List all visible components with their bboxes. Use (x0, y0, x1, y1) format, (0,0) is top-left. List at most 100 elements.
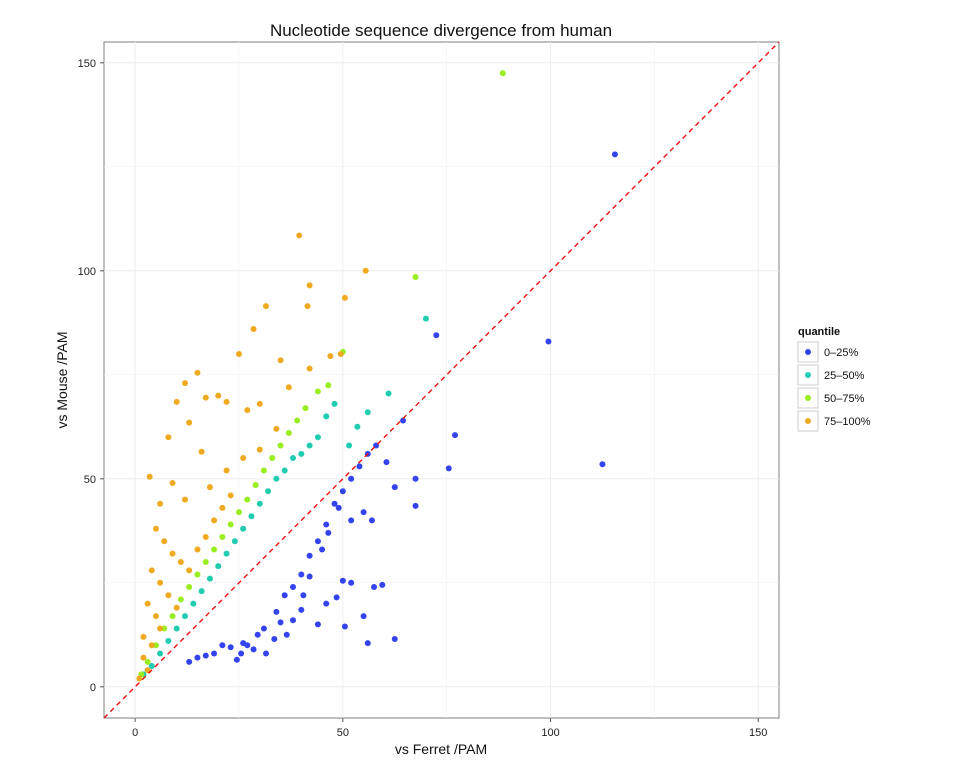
data-point (385, 390, 392, 397)
legend-label: 0–25% (824, 347, 858, 359)
series-2 (138, 70, 506, 678)
data-point (186, 567, 193, 574)
data-point (339, 577, 346, 584)
data-point (182, 380, 188, 387)
data-point (202, 559, 209, 565)
data-point (325, 529, 332, 536)
data-point (545, 338, 552, 345)
legend-title: quantile (798, 326, 840, 338)
x-tick-label: 150 (749, 727, 767, 739)
data-point (364, 409, 371, 416)
data-point (260, 467, 267, 474)
data-point (161, 538, 168, 545)
data-point (294, 417, 301, 424)
data-point (285, 384, 292, 391)
data-point (323, 413, 330, 420)
y-tick-label: 100 (78, 266, 96, 278)
data-point (182, 613, 188, 620)
data-point (306, 282, 313, 289)
legend-swatch (805, 395, 811, 401)
data-point (165, 434, 172, 441)
x-axis-title: vs Ferret /PAM (395, 741, 487, 757)
data-point (173, 625, 180, 632)
data-point (206, 484, 213, 491)
data-point (314, 388, 321, 395)
data-point (273, 475, 280, 482)
data-point (240, 455, 247, 461)
data-point (238, 650, 245, 657)
data-point (256, 400, 263, 407)
data-point (362, 267, 369, 274)
data-point (202, 394, 209, 401)
data-point (256, 500, 263, 507)
data-point (445, 465, 452, 472)
data-point (223, 467, 230, 474)
data-point (152, 613, 159, 620)
data-point (194, 654, 201, 661)
data-point (271, 635, 278, 642)
data-point (248, 513, 255, 520)
legend-swatch (805, 372, 811, 378)
data-point (146, 473, 153, 480)
data-point (240, 525, 247, 532)
data-point (263, 650, 269, 657)
data-point (198, 448, 205, 455)
data-point (240, 640, 247, 647)
data-point (277, 619, 284, 626)
data-point (250, 326, 257, 333)
data-point (290, 583, 296, 590)
data-point (173, 604, 180, 611)
data-point (341, 294, 348, 301)
data-point (194, 369, 201, 376)
data-point (314, 621, 321, 628)
y-tick-label: 0 (90, 682, 96, 694)
data-point (341, 623, 348, 630)
data-point (368, 517, 375, 524)
y-tick-label: 50 (84, 474, 96, 486)
data-point (433, 332, 440, 339)
data-point (422, 315, 429, 322)
data-point (215, 563, 222, 570)
data-point (379, 581, 386, 588)
data-point (327, 353, 334, 360)
data-point (348, 475, 355, 482)
data-point (148, 642, 155, 649)
y-axis: 0 50 100 150 (78, 58, 104, 694)
data-point (144, 600, 151, 607)
data-point (335, 504, 342, 511)
data-point (412, 274, 419, 281)
data-point (223, 550, 230, 557)
data-point (186, 583, 193, 590)
data-point (157, 579, 164, 586)
data-point (265, 488, 272, 495)
data-point (219, 534, 226, 541)
data-point (227, 521, 234, 528)
data-point (211, 650, 218, 657)
data-point (285, 430, 292, 437)
data-point (306, 442, 313, 449)
data-point (298, 606, 305, 613)
data-point (281, 592, 288, 599)
data-point (331, 500, 338, 507)
data-point (215, 392, 222, 399)
data-point (169, 613, 176, 620)
data-point (161, 625, 168, 632)
data-point (152, 525, 159, 532)
data-point (256, 446, 263, 453)
y-axis-title: vs Mouse /PAM (54, 332, 70, 429)
data-point (354, 423, 361, 430)
data-point (194, 546, 201, 553)
data-point (306, 573, 313, 580)
data-point (177, 559, 184, 565)
data-point (360, 509, 367, 516)
data-point (333, 594, 340, 601)
data-point (296, 232, 303, 239)
data-point (314, 434, 321, 441)
data-point (356, 463, 363, 470)
data-point (298, 450, 305, 457)
legend-label: 25–50% (824, 370, 865, 382)
data-point (400, 417, 407, 424)
data-point (364, 640, 371, 647)
data-point (273, 425, 280, 432)
